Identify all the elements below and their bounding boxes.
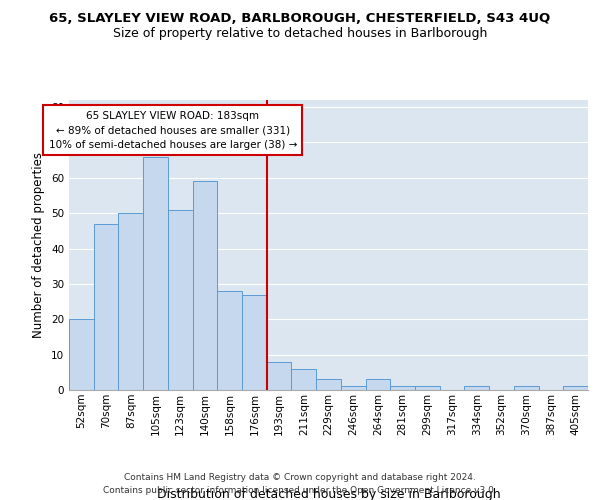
Text: Size of property relative to detached houses in Barlborough: Size of property relative to detached ho… xyxy=(113,28,487,40)
Bar xyxy=(365,380,390,390)
Bar xyxy=(143,156,168,390)
Text: 65 SLAYLEY VIEW ROAD: 183sqm
← 89% of detached houses are smaller (331)
10% of s: 65 SLAYLEY VIEW ROAD: 183sqm ← 89% of de… xyxy=(49,110,297,150)
Bar xyxy=(242,294,267,390)
Text: Contains public sector information licensed under the Open Government Licence v3: Contains public sector information licen… xyxy=(103,486,497,495)
Bar xyxy=(316,380,341,390)
Bar xyxy=(292,369,316,390)
Bar xyxy=(217,291,242,390)
Bar xyxy=(464,386,489,390)
Bar xyxy=(415,386,440,390)
Bar xyxy=(390,386,415,390)
Bar xyxy=(563,386,588,390)
Bar xyxy=(168,210,193,390)
Bar xyxy=(118,213,143,390)
Text: 65, SLAYLEY VIEW ROAD, BARLBOROUGH, CHESTERFIELD, S43 4UQ: 65, SLAYLEY VIEW ROAD, BARLBOROUGH, CHES… xyxy=(49,12,551,26)
Text: Contains HM Land Registry data © Crown copyright and database right 2024.: Contains HM Land Registry data © Crown c… xyxy=(124,472,476,482)
Bar xyxy=(267,362,292,390)
Bar xyxy=(514,386,539,390)
Y-axis label: Number of detached properties: Number of detached properties xyxy=(32,152,46,338)
Bar xyxy=(341,386,365,390)
Bar xyxy=(69,320,94,390)
Bar xyxy=(94,224,118,390)
Bar xyxy=(193,182,217,390)
X-axis label: Distribution of detached houses by size in Barlborough: Distribution of detached houses by size … xyxy=(157,488,500,500)
